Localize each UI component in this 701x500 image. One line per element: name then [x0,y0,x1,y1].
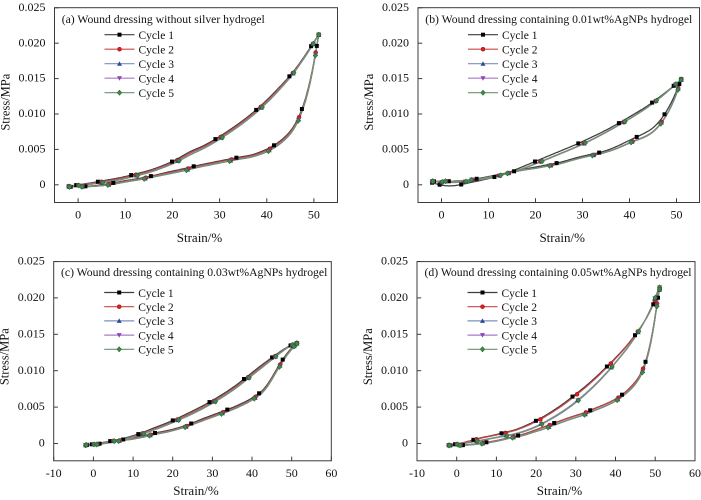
svg-text:0.010: 0.010 [381,363,408,377]
svg-text:30: 30 [577,208,589,222]
svg-text:0.020: 0.020 [19,35,46,49]
svg-text:0: 0 [90,466,96,480]
svg-text:10: 10 [490,466,502,480]
svg-text:Cycle 4: Cycle 4 [502,330,538,342]
svg-text:0.015: 0.015 [19,71,46,85]
svg-text:0.015: 0.015 [382,71,409,85]
svg-text:Stress/MPa: Stress/MPa [361,328,375,385]
svg-text:Cycle 2: Cycle 2 [502,45,538,57]
svg-text:0.015: 0.015 [381,326,408,340]
svg-text:Cycle 3: Cycle 3 [138,316,174,328]
svg-text:40: 40 [610,466,622,480]
svg-text:Cycle 5: Cycle 5 [139,88,175,100]
svg-text:0.025: 0.025 [382,0,409,14]
svg-text:0.010: 0.010 [18,363,45,377]
svg-text:40: 40 [246,466,258,480]
svg-text:0.015: 0.015 [18,326,45,340]
svg-text:(a) Wound dressing without sil: (a) Wound dressing without silver hydrog… [62,13,266,26]
svg-text:0.020: 0.020 [381,290,408,304]
svg-text:Cycle 4: Cycle 4 [139,74,175,86]
svg-text:20: 20 [166,208,178,222]
svg-text:(c) Wound dressing containing: (c) Wound dressing containing 0.03wt%AgN… [61,266,328,279]
svg-text:40: 40 [624,208,636,222]
svg-text:Stress/MPa: Stress/MPa [0,328,12,385]
svg-text:0: 0 [75,208,81,222]
svg-text:30: 30 [214,208,226,222]
svg-text:Cycle 1: Cycle 1 [139,30,175,42]
svg-text:10: 10 [483,208,495,222]
svg-text:60: 60 [325,466,337,480]
svg-text:Cycle 5: Cycle 5 [502,88,538,100]
svg-text:0.005: 0.005 [19,142,46,156]
svg-text:(b) Wound dressing containing: (b) Wound dressing containing 0.01wt%AgN… [425,13,693,26]
svg-text:Cycle 1: Cycle 1 [138,288,174,300]
svg-text:-10: -10 [46,466,62,480]
svg-text:Cycle 5: Cycle 5 [138,345,174,357]
svg-text:Cycle 4: Cycle 4 [502,74,538,86]
svg-text:Stress/MPa: Stress/MPa [0,73,13,130]
svg-text:0.010: 0.010 [382,106,409,120]
svg-text:Strain/%: Strain/% [173,483,219,498]
svg-text:Cycle 2: Cycle 2 [139,45,175,57]
svg-text:Cycle 2: Cycle 2 [138,302,174,314]
svg-text:0: 0 [402,436,408,450]
svg-text:0.010: 0.010 [19,106,46,120]
svg-text:0.020: 0.020 [18,290,45,304]
svg-text:Cycle 2: Cycle 2 [502,302,538,314]
svg-text:-10: -10 [409,466,425,480]
svg-text:Cycle 3: Cycle 3 [502,59,538,71]
svg-text:0.005: 0.005 [382,142,409,156]
svg-text:10: 10 [127,466,139,480]
svg-text:50: 50 [671,208,683,222]
svg-text:0.005: 0.005 [381,399,408,413]
svg-text:0.025: 0.025 [19,0,46,14]
svg-text:Cycle 1: Cycle 1 [502,288,538,300]
svg-text:0: 0 [40,177,46,191]
svg-text:0: 0 [439,208,445,222]
svg-text:Stress/MPa: Stress/MPa [362,73,376,130]
svg-text:60: 60 [689,466,701,480]
svg-text:10: 10 [119,208,131,222]
svg-text:Strain/%: Strain/% [539,230,585,245]
svg-text:0.025: 0.025 [18,254,45,268]
svg-text:Cycle 3: Cycle 3 [502,316,538,328]
svg-text:50: 50 [308,208,320,222]
svg-text:0.025: 0.025 [381,254,408,268]
svg-text:0.005: 0.005 [18,399,45,413]
svg-text:20: 20 [530,466,542,480]
svg-text:0.020: 0.020 [382,35,409,49]
svg-text:Strain/%: Strain/% [537,483,583,498]
svg-text:Cycle 3: Cycle 3 [139,59,175,71]
svg-text:50: 50 [649,466,661,480]
svg-text:40: 40 [261,208,273,222]
svg-text:Cycle 4: Cycle 4 [138,330,174,342]
svg-text:Strain/%: Strain/% [177,230,223,245]
svg-text:20: 20 [167,466,179,480]
svg-text:Cycle 1: Cycle 1 [502,30,538,42]
svg-text:30: 30 [570,466,582,480]
svg-text:30: 30 [206,466,218,480]
svg-text:50: 50 [286,466,298,480]
svg-text:0: 0 [454,466,460,480]
svg-text:0: 0 [39,436,45,450]
svg-text:20: 20 [530,208,542,222]
svg-text:0: 0 [403,177,409,191]
svg-text:(d) Wound dressing containing: (d) Wound dressing containing 0.05wt%AgN… [425,266,693,279]
svg-text:Cycle 5: Cycle 5 [502,345,538,357]
